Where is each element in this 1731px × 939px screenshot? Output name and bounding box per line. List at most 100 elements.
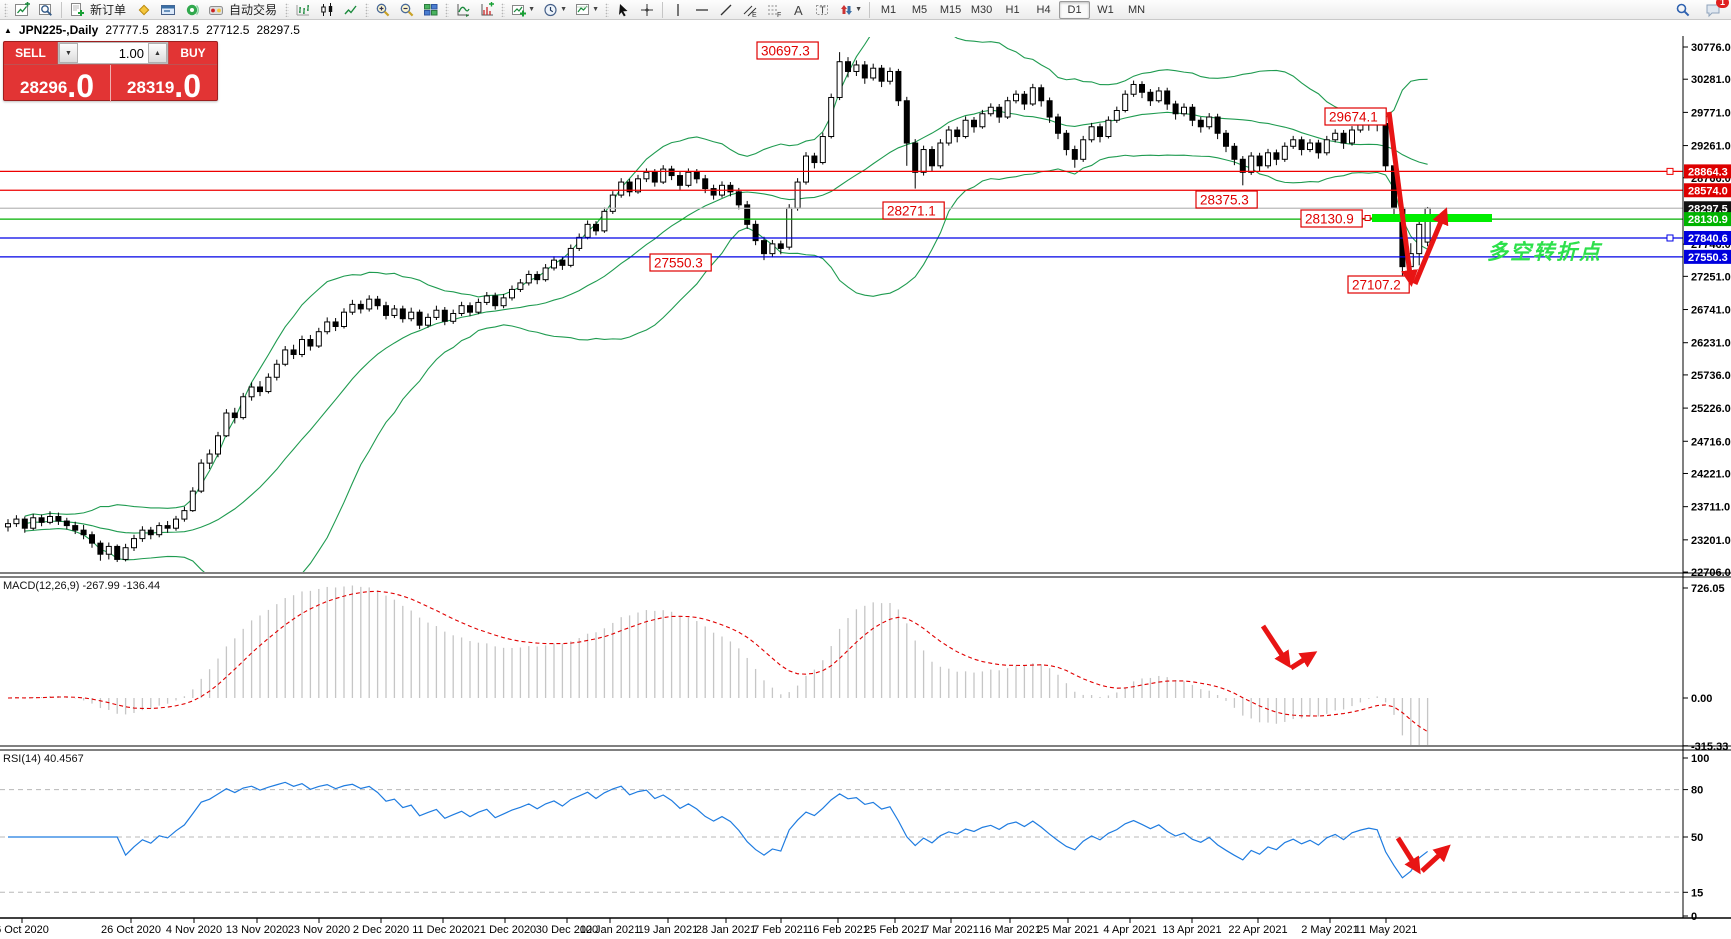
- toolbar-grip[interactable]: [605, 2, 610, 17]
- candle: [744, 204, 751, 225]
- candle: [1063, 132, 1070, 151]
- profiles-icon[interactable]: [34, 0, 58, 20]
- svg-text:23 Nov 2020: 23 Nov 2020: [288, 924, 350, 936]
- svg-text:27107.2: 27107.2: [1352, 278, 1401, 293]
- candle: [391, 308, 398, 316]
- candle: [483, 295, 490, 303]
- autotrading-icon[interactable]: [204, 0, 228, 20]
- buy-button[interactable]: BUY: [168, 42, 217, 64]
- fibonacci-icon[interactable]: F: [762, 0, 786, 20]
- toolbar-grip[interactable]: [445, 2, 450, 17]
- candle: [668, 168, 675, 177]
- toolbar-grip[interactable]: [501, 2, 506, 17]
- price-axis[interactable]: 30776.030281.029771.029261.028766.027746…: [1683, 42, 1731, 923]
- svg-text:25 Feb 2021: 25 Feb 2021: [864, 924, 926, 936]
- svg-text:16 Mar 2021: 16 Mar 2021: [979, 924, 1041, 936]
- quote-expand-arrow[interactable]: ▲: [4, 25, 12, 35]
- toolbar-grip[interactable]: [4, 2, 8, 17]
- candle: [408, 311, 415, 320]
- add-indicator-icon[interactable]: ▼: [507, 0, 539, 20]
- svg-text:27550.3: 27550.3: [654, 256, 703, 271]
- crosshair-icon[interactable]: [635, 0, 659, 20]
- price-badge-27550.3: 27550.3: [1684, 249, 1731, 264]
- candle: [794, 181, 801, 209]
- new-order-icon[interactable]: [65, 0, 89, 20]
- label-icon[interactable]: T: [810, 0, 834, 20]
- candle: [189, 490, 196, 512]
- volume-increase-button[interactable]: ▲: [148, 43, 167, 63]
- trendline-icon[interactable]: [714, 0, 738, 20]
- line-handle[interactable]: [1666, 167, 1674, 175]
- sell-price-int: 28296: [20, 78, 68, 97]
- candlestick-chart-icon[interactable]: [315, 0, 339, 20]
- candle: [1130, 83, 1137, 95]
- toolbar-separator: [869, 1, 871, 18]
- search-icon[interactable]: [1671, 0, 1695, 20]
- arrows-icon[interactable]: ▼: [834, 0, 866, 20]
- cursor-icon[interactable]: [611, 0, 635, 20]
- time-axis[interactable]: 6 Oct 2020 26 Oct 2020 4 Nov 2020 13 Nov 20…: [0, 918, 1417, 936]
- candle: [660, 168, 667, 183]
- timeframe-H1[interactable]: H1: [1005, 3, 1020, 16]
- svg-text:26231.0: 26231.0: [1691, 338, 1731, 350]
- tile-windows-icon[interactable]: [419, 0, 443, 20]
- buy-price[interactable]: 28319 .0: [111, 65, 217, 102]
- candle: [1021, 93, 1028, 105]
- candle: [618, 181, 625, 196]
- timeframe-M5[interactable]: M5: [911, 3, 928, 16]
- candle: [475, 301, 482, 313]
- new-order-label[interactable]: 新订单: [90, 3, 127, 17]
- candle: [89, 534, 95, 544]
- toolbar-grip[interactable]: [365, 2, 370, 17]
- candle: [63, 520, 70, 527]
- candle: [13, 518, 20, 525]
- channel-icon[interactable]: E: [738, 0, 762, 20]
- metaeditor-icon[interactable]: [132, 0, 156, 20]
- candle: [467, 305, 473, 313]
- sell-button[interactable]: SELL: [4, 42, 58, 64]
- candle: [1147, 91, 1154, 102]
- line-chart-icon[interactable]: [339, 0, 363, 20]
- candle: [551, 259, 557, 269]
- new-chart-icon[interactable]: [10, 0, 34, 20]
- candle: [853, 64, 860, 72]
- timeframe-M30[interactable]: M30: [970, 3, 993, 16]
- vertical-line-icon[interactable]: [666, 0, 690, 20]
- candle: [1197, 119, 1204, 128]
- candle: [1029, 87, 1036, 105]
- svg-text:30281.0: 30281.0: [1691, 74, 1731, 86]
- volume-input[interactable]: [78, 43, 148, 63]
- candle: [912, 142, 919, 173]
- zoom-in-icon[interactable]: [371, 0, 395, 20]
- sell-price[interactable]: 28296 .0: [4, 65, 111, 102]
- bollinger-lower: [24, 154, 1428, 572]
- indicator-list-icon[interactable]: [451, 0, 475, 20]
- timeframe-D1[interactable]: D1: [1059, 0, 1091, 19]
- volume-decrease-button[interactable]: ▼: [59, 43, 78, 63]
- period-icon[interactable]: ▼: [539, 0, 571, 20]
- timeframe-W1[interactable]: W1: [1097, 3, 1114, 16]
- zoom-out-icon[interactable]: [395, 0, 419, 20]
- toolbar-grip[interactable]: [285, 2, 290, 17]
- svg-text:28574.0: 28574.0: [1688, 185, 1728, 197]
- template-icon[interactable]: ▼: [571, 0, 603, 20]
- bollinger-upper: [24, 37, 1428, 517]
- timeframe-M15[interactable]: M15: [939, 3, 962, 16]
- notifications-icon[interactable]: 1: [1701, 0, 1729, 20]
- quote-open: 27777.5: [105, 23, 149, 37]
- bar-chart-icon[interactable]: [291, 0, 315, 20]
- text-icon[interactable]: A: [786, 0, 810, 20]
- signals-icon[interactable]: [180, 0, 204, 20]
- timeframe-M1[interactable]: M1: [880, 3, 897, 16]
- timeframe-H4[interactable]: H4: [1036, 3, 1051, 16]
- candle: [1071, 149, 1078, 160]
- horizontal-line-icon[interactable]: [690, 0, 714, 20]
- candle: [30, 517, 37, 529]
- terminal-icon[interactable]: [156, 0, 180, 20]
- indicator-window-icon[interactable]: [475, 0, 499, 20]
- svg-text:28375.3: 28375.3: [1200, 193, 1249, 208]
- timeframe-MN[interactable]: MN: [1127, 3, 1146, 16]
- autotrading-label[interactable]: 自动交易: [229, 3, 278, 17]
- line-handle[interactable]: [1666, 234, 1674, 242]
